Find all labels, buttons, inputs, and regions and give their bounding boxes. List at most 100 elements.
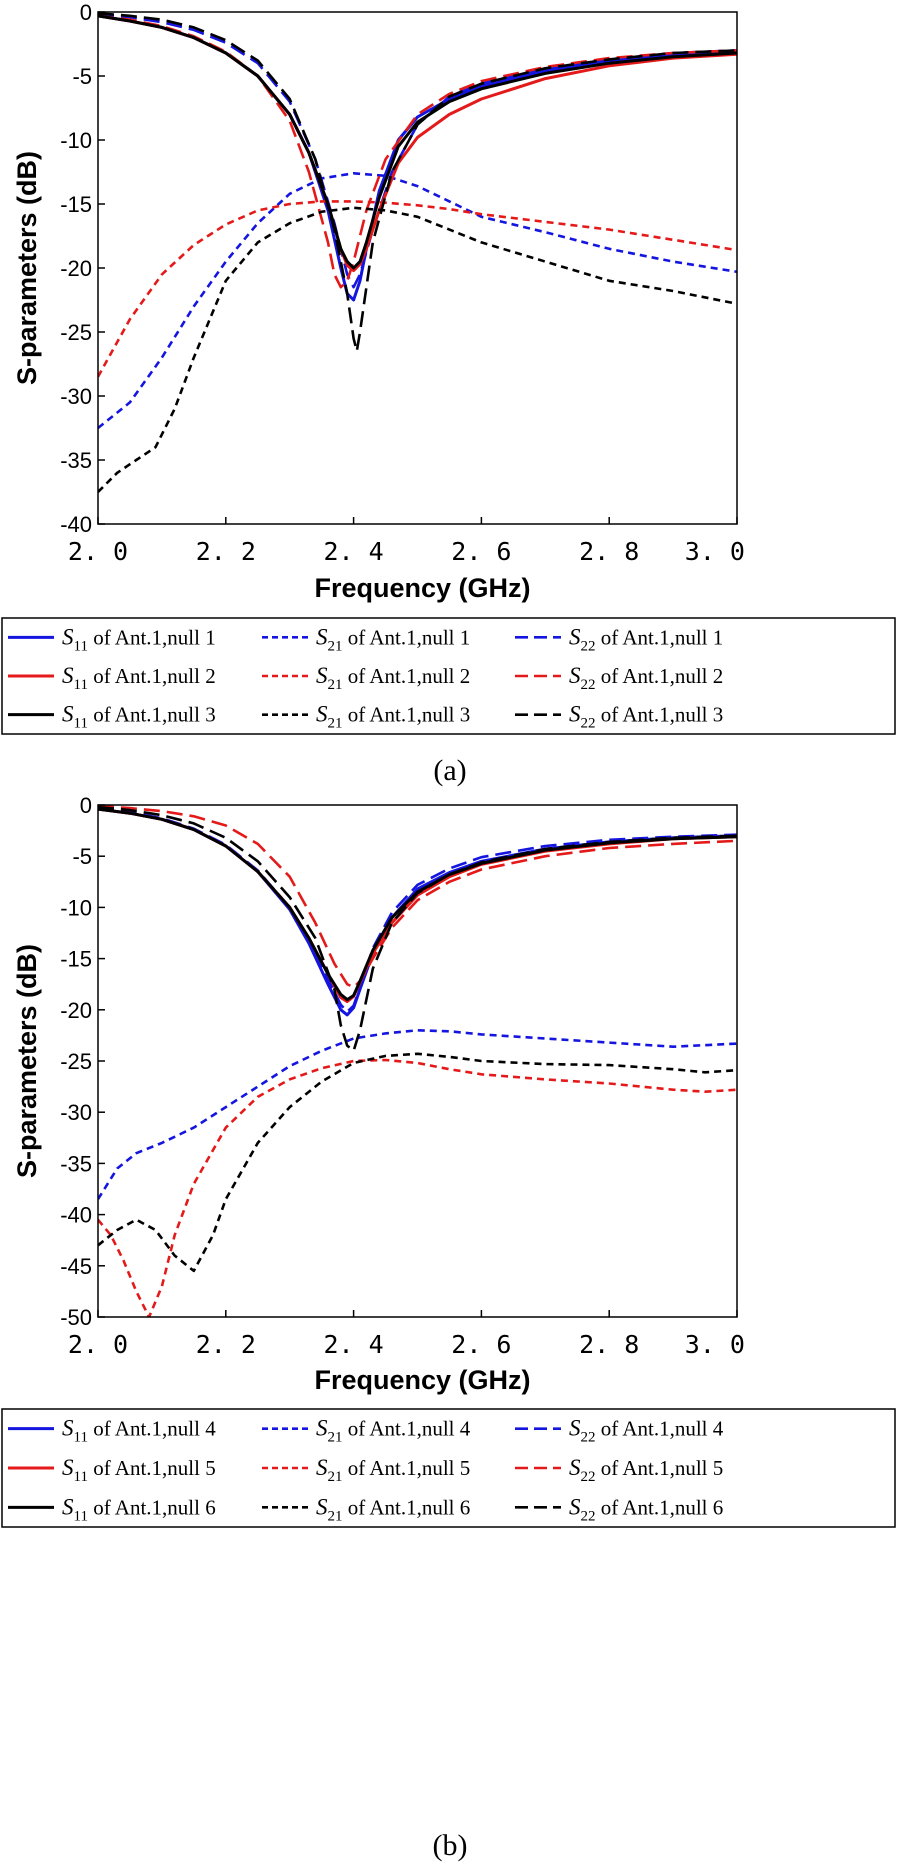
legend-subscript: 21 bbox=[328, 1430, 343, 1446]
legend-s-symbol: S bbox=[316, 1416, 328, 1441]
legend-subscript: 21 bbox=[328, 638, 343, 654]
series-line-s11-null-6 bbox=[98, 807, 737, 1002]
legend-label-s21-null-5: S21 of Ant.1,null 5 bbox=[316, 1455, 470, 1485]
legend-text: of Ant.1,null 2 bbox=[343, 664, 471, 688]
x-tick-label: 2. 2 bbox=[196, 537, 256, 566]
series-line-s22-null-1 bbox=[98, 13, 737, 289]
legend-text: of Ant.1,null 1 bbox=[343, 625, 471, 649]
series-line-s11-null-3 bbox=[98, 14, 737, 270]
x-tick-label: 2. 6 bbox=[451, 1330, 511, 1359]
plot-frame bbox=[97, 804, 738, 1318]
legend: S11 of Ant.1,null 1 S21 of Ant.1,null 1 S2… bbox=[1, 617, 896, 735]
legend-label-s11-null-6: S11 of Ant.1,null 6 bbox=[62, 1494, 216, 1524]
legend-text: of Ant.1,null 5 bbox=[596, 1456, 724, 1480]
y-axis-title: S-parameters (dB) bbox=[12, 151, 42, 385]
legend-subscript: 22 bbox=[581, 716, 596, 732]
legend-label-s21-null-3: S21 of Ant.1,null 3 bbox=[316, 702, 470, 732]
legend-label-s22-null-2: S22 of Ant.1,null 2 bbox=[569, 663, 723, 693]
legend-s-symbol: S bbox=[569, 624, 581, 649]
series-line-s21-null-3 bbox=[98, 206, 737, 493]
legend-text: of Ant.1,null 6 bbox=[343, 1495, 471, 1519]
y-tick-label: -25 bbox=[60, 320, 92, 345]
x-tick-label: 2. 8 bbox=[579, 537, 639, 566]
legend-subscript: 11 bbox=[74, 716, 88, 732]
legend-s-symbol: S bbox=[569, 663, 581, 688]
series-layer bbox=[98, 805, 737, 1317]
legend-box bbox=[1, 617, 896, 735]
legend-label-s21-null-2: S21 of Ant.1,null 2 bbox=[316, 663, 470, 693]
legend-s-symbol: S bbox=[316, 1455, 328, 1480]
plot-frame bbox=[97, 11, 738, 525]
legend-s-symbol: S bbox=[316, 702, 328, 727]
legend-text: of Ant.1,null 5 bbox=[88, 1456, 216, 1480]
y-tick-label: -25 bbox=[60, 1049, 92, 1074]
y-tick-label: -30 bbox=[60, 384, 92, 409]
legend-s-symbol: S bbox=[316, 624, 328, 649]
legend-label-s22-null-3: S22 of Ant.1,null 3 bbox=[569, 702, 723, 732]
legend-text: of Ant.1,null 6 bbox=[596, 1495, 724, 1519]
y-tick-label: -15 bbox=[60, 947, 92, 972]
legend-subscript: 11 bbox=[74, 677, 88, 693]
x-tick-label: 3. 0 bbox=[685, 1330, 745, 1359]
legend-box bbox=[1, 1408, 896, 1528]
legend-subscript: 11 bbox=[74, 1430, 88, 1446]
y-tick-label: -35 bbox=[60, 448, 92, 473]
series-layer bbox=[98, 12, 737, 493]
y-tick-label: -10 bbox=[60, 128, 92, 153]
x-tick-label: 2. 2 bbox=[196, 1330, 256, 1359]
legend-text: of Ant.1,null 1 bbox=[88, 625, 216, 649]
legend-label-s11-null-2: S11 of Ant.1,null 2 bbox=[62, 663, 216, 693]
legend-s-symbol: S bbox=[62, 1455, 74, 1480]
legend-label-s22-null-1: S22 of Ant.1,null 1 bbox=[569, 624, 723, 654]
legend-subscript: 22 bbox=[581, 1469, 596, 1485]
x-axis-title: Frequency (GHz) bbox=[314, 573, 530, 603]
legend-label-s22-null-4: S22 of Ant.1,null 4 bbox=[569, 1416, 724, 1446]
y-axis-title: S-parameters (dB) bbox=[12, 944, 42, 1178]
legend-subscript: 21 bbox=[328, 677, 343, 693]
series-line-s21-null-5 bbox=[98, 1058, 737, 1317]
legend-label-s21-null-6: S21 of Ant.1,null 6 bbox=[316, 1494, 470, 1524]
panel-caption: (a) bbox=[433, 754, 466, 787]
legend-s-symbol: S bbox=[569, 1455, 581, 1480]
legend-subscript: 11 bbox=[74, 1469, 88, 1485]
legend-label-s22-null-6: S22 of Ant.1,null 6 bbox=[569, 1494, 723, 1524]
series-line-s21-null-6 bbox=[98, 1052, 737, 1273]
series-line-s11-null-2 bbox=[98, 14, 737, 273]
y-tick-label: -35 bbox=[60, 1151, 92, 1176]
y-tick-label: -30 bbox=[60, 1100, 92, 1125]
series-line-s22-null-3 bbox=[98, 12, 737, 353]
legend-s-symbol: S bbox=[316, 663, 328, 688]
legend-text: of Ant.1,null 4 bbox=[88, 1417, 216, 1441]
legend-text: of Ant.1,null 3 bbox=[88, 703, 216, 727]
x-tick-label: 3. 0 bbox=[685, 537, 745, 566]
legend-label-s22-null-5: S22 of Ant.1,null 5 bbox=[569, 1455, 723, 1485]
legend-s-symbol: S bbox=[569, 1494, 581, 1519]
y-tick-label: -40 bbox=[60, 512, 92, 537]
legend-s-symbol: S bbox=[62, 702, 74, 727]
x-tick-label: 2. 4 bbox=[323, 537, 383, 566]
x-axis-title: Frequency (GHz) bbox=[314, 1365, 530, 1395]
y-tick-label: -40 bbox=[60, 1203, 92, 1228]
legend-label-s11-null-4: S11 of Ant.1,null 4 bbox=[62, 1416, 216, 1446]
legend-s-symbol: S bbox=[316, 1494, 328, 1519]
y-tick-label: -45 bbox=[60, 1254, 92, 1279]
legend-subscript: 21 bbox=[328, 1508, 343, 1524]
y-tick-label: -10 bbox=[60, 895, 92, 920]
chart-panel-2: 0 -5 -10 -15 -20 -25 -30 -35 -40 -45 -502. 0 2. 2 2.… bbox=[1, 793, 896, 1862]
legend-subscript: 21 bbox=[328, 716, 343, 732]
legend-text: of Ant.1,null 3 bbox=[596, 703, 724, 727]
panel-caption: (b) bbox=[433, 1829, 468, 1862]
series-line-s22-null-5 bbox=[98, 805, 737, 989]
y-tick-label: -15 bbox=[60, 192, 92, 217]
series-line-s11-null-1 bbox=[98, 14, 737, 302]
x-tick-label: 2. 4 bbox=[323, 1330, 383, 1359]
legend-text: of Ant.1,null 4 bbox=[343, 1417, 471, 1441]
legend-text: of Ant.1,null 1 bbox=[596, 625, 724, 649]
y-tick-label: -5 bbox=[72, 64, 92, 89]
series-line-s22-null-6 bbox=[98, 805, 737, 1053]
y-tick-label: -50 bbox=[60, 1305, 92, 1330]
x-tick-label: 2. 8 bbox=[579, 1330, 639, 1359]
x-tick-label: 2. 6 bbox=[451, 537, 511, 566]
